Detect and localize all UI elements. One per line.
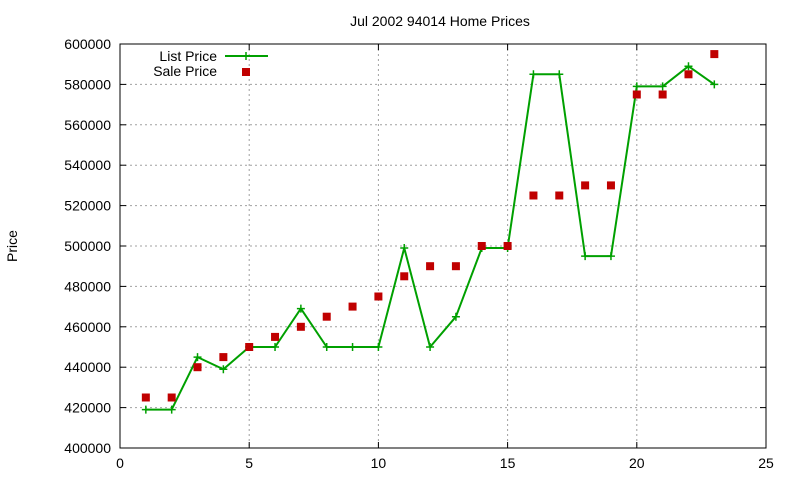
list-price-point <box>529 70 538 79</box>
sale-price-point <box>581 181 590 190</box>
y-tick-label: 600000 <box>64 36 111 52</box>
y-axis-label: Price <box>4 230 20 262</box>
sale-price-point <box>193 363 202 372</box>
x-tick-label: 0 <box>116 455 124 471</box>
sale-price-point <box>219 353 228 362</box>
list-price-line <box>145 65 715 411</box>
sale-price-point <box>632 90 641 99</box>
list-price-point <box>658 82 667 91</box>
sale-price-point <box>348 302 357 311</box>
list-price-point <box>193 353 202 362</box>
legend-marker-list-price <box>242 52 250 60</box>
sale-price-point <box>141 393 150 402</box>
list-price-point <box>632 82 641 91</box>
sale-price-point <box>167 393 176 402</box>
sale-price-point <box>684 70 693 79</box>
list-price-point <box>426 343 435 351</box>
y-tick-label: 480000 <box>64 278 111 294</box>
list-price-point <box>219 365 228 374</box>
y-tick-label: 500000 <box>64 238 111 254</box>
grid-lines <box>120 44 766 448</box>
legend-label-sale-price: Sale Price <box>153 63 217 79</box>
list-price-point <box>296 304 305 313</box>
list-price-point <box>581 252 590 261</box>
list-price-point <box>348 343 357 351</box>
chart-title: Jul 2002 94014 Home Prices <box>350 13 530 29</box>
y-tick-label: 440000 <box>64 359 111 375</box>
legend: List Price Sale Price <box>153 48 268 79</box>
list-price-point <box>400 244 409 253</box>
list-price-point <box>374 343 383 351</box>
sale-price-point <box>477 242 486 250</box>
x-tick-label: 15 <box>500 455 516 471</box>
sale-price-point <box>296 322 305 331</box>
list-price-point <box>606 252 615 261</box>
axis-ticks: 0 5 10 15 20 25 400000 420000 440000 460000 480000… <box>64 36 774 471</box>
sale-price-point <box>245 343 254 351</box>
list-price-point <box>322 343 331 351</box>
list-price-point <box>555 70 564 79</box>
sale-price-point <box>606 181 615 190</box>
sale-price-point <box>271 332 280 341</box>
sale-price-point <box>400 272 409 281</box>
y-tick-label: 520000 <box>64 198 111 214</box>
legend-marker-sale-price <box>242 68 250 76</box>
y-tick-label: 460000 <box>64 319 111 335</box>
legend-label-list-price: List Price <box>159 48 217 64</box>
sale-price-point <box>658 90 667 99</box>
sale-price-point <box>426 262 435 271</box>
y-tick-label: 420000 <box>64 400 111 416</box>
x-tick-label: 20 <box>629 455 645 471</box>
y-tick-label: 560000 <box>64 117 111 133</box>
sale-price-point <box>710 50 719 59</box>
list-price-point <box>451 312 460 321</box>
list-price-point <box>271 343 280 351</box>
sale-price-point <box>374 292 383 301</box>
list-price-point <box>684 62 693 71</box>
list-price-point <box>141 405 150 414</box>
y-tick-label: 540000 <box>64 157 111 173</box>
x-tick-label: 25 <box>758 455 774 471</box>
sale-price-point <box>322 312 331 321</box>
list-price-point <box>167 405 176 414</box>
sale-price-point <box>555 191 564 200</box>
list-price-series <box>141 62 719 414</box>
y-tick-label: 400000 <box>64 440 111 456</box>
sale-price-point <box>503 242 512 250</box>
sale-price-point <box>451 262 460 271</box>
plot-frame <box>119 43 767 449</box>
y-tick-label: 580000 <box>64 76 111 92</box>
list-price-point <box>710 80 719 89</box>
x-tick-label: 10 <box>371 455 387 471</box>
sale-price-point <box>529 191 538 200</box>
x-tick-label: 5 <box>245 455 253 471</box>
sale-price-series <box>141 50 719 402</box>
